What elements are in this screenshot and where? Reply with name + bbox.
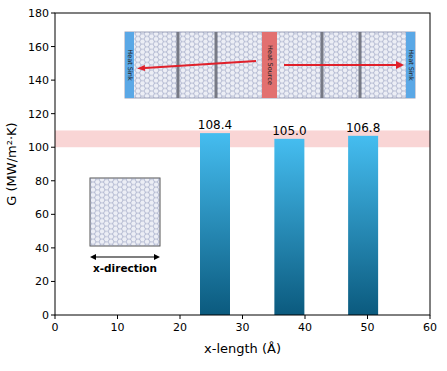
bar xyxy=(200,133,230,315)
inset-lattice xyxy=(125,32,415,98)
x-tick xyxy=(55,315,56,319)
chart-container: 0 20 40 60 80 100 120 140 160 180 0 10 20 30 40 50 60 x-l… xyxy=(0,0,447,371)
inset-label: x-direction xyxy=(93,262,157,274)
y-tick xyxy=(51,180,55,181)
x-tick-label: 50 xyxy=(361,321,375,334)
data-label: 108.4 xyxy=(198,118,232,132)
x-tick-label: 20 xyxy=(173,321,187,334)
y-tick xyxy=(51,315,55,316)
arrow xyxy=(284,64,396,66)
x-tick xyxy=(367,315,368,319)
y-tick-label: 60 xyxy=(35,208,49,221)
data-label: 106.8 xyxy=(346,121,380,135)
y-tick xyxy=(51,147,55,148)
inset-direction: x-direction xyxy=(90,178,160,274)
inset-lattice xyxy=(90,178,160,246)
inset-label: Heat Sink xyxy=(126,49,134,81)
arrow-head xyxy=(137,65,145,72)
plot-frame xyxy=(55,13,430,315)
y-tick-label: 180 xyxy=(28,7,49,20)
heat-source-strip xyxy=(262,32,277,98)
x-tick-label: 60 xyxy=(423,321,437,334)
x-tick-label: 40 xyxy=(298,321,312,334)
arrow-heads xyxy=(90,254,160,260)
y-axis-label: G (MW/m²·K) xyxy=(4,122,19,205)
y-tick-label: 40 xyxy=(35,242,49,255)
inset-label: Heat Sink xyxy=(407,49,415,81)
x-tick-label: 10 xyxy=(111,321,125,334)
heat-sink-strip xyxy=(125,32,134,98)
x-tick-label: 0 xyxy=(52,321,59,334)
bar xyxy=(274,139,304,315)
chart-svg: 0 20 40 60 80 100 120 140 160 180 0 10 20 30 40 50 60 x-l… xyxy=(0,0,447,371)
heat-sink-strip xyxy=(406,32,415,98)
y-tick-label: 140 xyxy=(28,74,49,87)
y-tick xyxy=(51,247,55,248)
y-tick-label: 20 xyxy=(35,275,49,288)
bar xyxy=(348,136,378,315)
y-tick-label: 0 xyxy=(42,309,49,322)
arrow xyxy=(145,61,256,68)
plot-area xyxy=(55,130,430,315)
x-tick xyxy=(242,315,243,319)
double-arrow xyxy=(92,256,158,257)
y-tick xyxy=(51,214,55,215)
y-tick-label: 100 xyxy=(28,141,49,154)
y-tick-label: 80 xyxy=(35,175,49,188)
divider xyxy=(215,32,218,98)
y-tick xyxy=(51,113,55,114)
inset-schematic: Heat Sink Heat Source Heat Sink xyxy=(125,32,415,98)
y-tick-label: 160 xyxy=(28,41,49,54)
y-tick xyxy=(51,13,55,14)
data-label: 105.0 xyxy=(272,124,306,138)
x-tick xyxy=(180,315,181,319)
inset-box xyxy=(90,178,160,246)
y-tick-label: 120 xyxy=(28,108,49,121)
x-tick xyxy=(305,315,306,319)
y-tick xyxy=(51,281,55,282)
arrow-head xyxy=(396,61,404,69)
y-tick xyxy=(51,46,55,47)
inset-label: Heat Source xyxy=(266,45,274,85)
x-tick xyxy=(430,315,431,319)
x-axis-label: x-length (Å) xyxy=(204,341,281,356)
x-tick xyxy=(117,315,118,319)
x-tick-label: 30 xyxy=(236,321,250,334)
y-tick xyxy=(51,80,55,81)
inset-box xyxy=(125,32,415,98)
